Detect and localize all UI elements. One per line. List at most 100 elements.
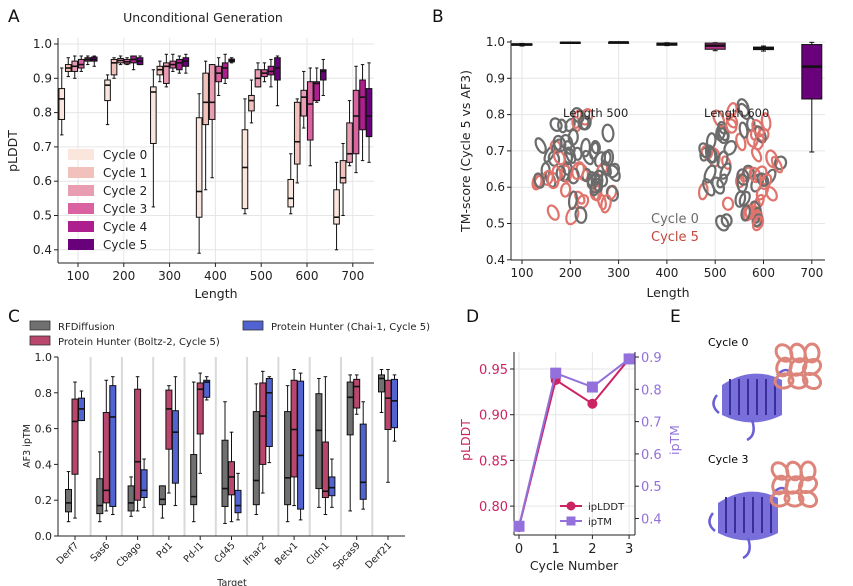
box-0-Derf21	[378, 369, 385, 413]
helix-coil	[750, 147, 763, 163]
box-1-Sas6	[102, 379, 110, 512]
box-iqr	[156, 65, 164, 76]
y-tick-label: 0.6	[486, 180, 505, 194]
box-0-Spcas9	[346, 374, 354, 512]
y-tick-label: 1.0	[35, 351, 53, 364]
box-iqr	[352, 89, 360, 155]
box-cycle-2-length-200	[117, 55, 124, 66]
x-axis-label: Target	[216, 578, 247, 586]
x-axis-label: Length	[194, 286, 237, 301]
box-cycle-2-length-400	[208, 64, 216, 179]
box-cycle-4-length-400	[221, 53, 229, 84]
box-iqr	[346, 381, 354, 436]
y-axis-label-left: pLDDT	[458, 419, 473, 461]
box-iqr	[315, 393, 323, 490]
box-iqr	[182, 57, 190, 67]
helix-coil	[738, 190, 751, 207]
box-iqr	[297, 380, 305, 510]
x-tick-label: 500	[704, 266, 727, 280]
helix-coil	[738, 121, 749, 139]
box-iqr	[252, 411, 260, 506]
y-tick-label-left: 0.90	[479, 409, 508, 424]
x-tick-label: 700	[341, 269, 364, 283]
x-tick-label: Cbago	[114, 540, 143, 569]
y-tick-label: 0.0	[35, 530, 53, 543]
box-1-Derf21	[384, 369, 392, 483]
box-iqr	[65, 488, 72, 513]
helix-coil	[721, 196, 735, 211]
y-tick-label: 0.2	[35, 494, 53, 507]
box-cycle-0-length-400	[195, 93, 203, 254]
box-iqr	[163, 62, 170, 84]
y-axis-label-right: ipTM	[667, 425, 682, 455]
box-length-500	[704, 42, 726, 52]
box-iqr	[365, 88, 373, 138]
box-iqr	[110, 58, 118, 76]
annotation-cycle-5: Cycle 5	[651, 230, 699, 245]
y-tick-label: 0.8	[35, 387, 53, 400]
helix-coil	[770, 155, 784, 174]
box-iqr	[58, 88, 66, 120]
complex-cycle-3-icon	[708, 460, 819, 560]
helix-coil	[740, 204, 751, 222]
x-tick-label: Cd45	[212, 540, 237, 565]
legend-label-cycle-5: Cycle 5	[103, 238, 147, 252]
box-cycle-4-length-300	[176, 55, 183, 74]
legend-label-cycle-4: Cycle 4	[103, 220, 147, 234]
legend-label-cycle-2: Cycle 2	[103, 184, 147, 198]
box-0-Cbago	[127, 476, 135, 517]
box-cycle-3-length-500	[261, 62, 268, 83]
helix-coil	[725, 118, 738, 134]
box-cycle-5-length-300	[182, 53, 190, 74]
box-2-Cldn1	[328, 458, 336, 508]
x-tick-label: 300	[607, 266, 630, 280]
box-iqr	[150, 86, 157, 144]
x-tick-label: Betv1	[273, 540, 300, 567]
protein-length-600-icon	[697, 98, 788, 232]
helix-coil	[751, 215, 765, 232]
box-1-Betv1	[290, 369, 298, 507]
x-tick-label: 600	[296, 269, 319, 283]
y-axis-label: AF3 ipTM	[22, 424, 33, 468]
box-iqr	[801, 44, 823, 100]
y-tick-label: 0.9	[486, 71, 505, 85]
legend-marker-ipLDDT	[566, 501, 576, 511]
y-axis-label: pLDDT	[5, 130, 20, 172]
helix-coil	[560, 164, 573, 183]
y-tick-label: 0.6	[33, 174, 52, 188]
box-iqr	[300, 89, 308, 117]
box-1-Pd1	[165, 385, 173, 494]
box-iqr	[346, 122, 353, 163]
x-tick-label: 300	[158, 269, 181, 283]
box-iqr	[158, 485, 166, 506]
helix-coil	[567, 128, 579, 146]
target-helix	[799, 460, 817, 482]
y-tick-label-right: 0.9	[641, 351, 662, 366]
x-tick-label: Pd-l1	[182, 540, 207, 565]
box-iqr	[293, 101, 301, 165]
box-iqr	[134, 388, 142, 501]
box-cycle-5-length-500	[274, 55, 281, 107]
helix-coil	[721, 155, 732, 170]
annotation-cycle-0: Cycle 0	[651, 212, 699, 227]
box-cycle-5-length-200	[136, 55, 144, 66]
legend-swatch-cycle-4	[68, 221, 94, 232]
box-2-Spcas9	[359, 401, 367, 510]
target-helix	[801, 357, 823, 377]
x-tick-label: Spcas9	[331, 540, 363, 572]
helix-coil	[716, 150, 729, 169]
box-iqr	[102, 411, 110, 504]
box-iqr	[313, 81, 321, 102]
box-cycle-1-length-600	[293, 98, 301, 184]
legend-swatch-2	[242, 320, 264, 331]
legend-label-cycle-1: Cycle 1	[103, 166, 147, 180]
box-0-Pd1	[158, 485, 166, 519]
helix-coil	[571, 161, 585, 181]
helix-coil	[704, 144, 717, 164]
box-iqr	[274, 57, 281, 81]
box-cycle-2-length-300	[163, 53, 170, 88]
panel-label-c: C	[8, 307, 20, 327]
box-iqr	[77, 58, 85, 69]
box-cycle-1-length-100	[64, 57, 72, 78]
helix-coil	[720, 213, 733, 228]
